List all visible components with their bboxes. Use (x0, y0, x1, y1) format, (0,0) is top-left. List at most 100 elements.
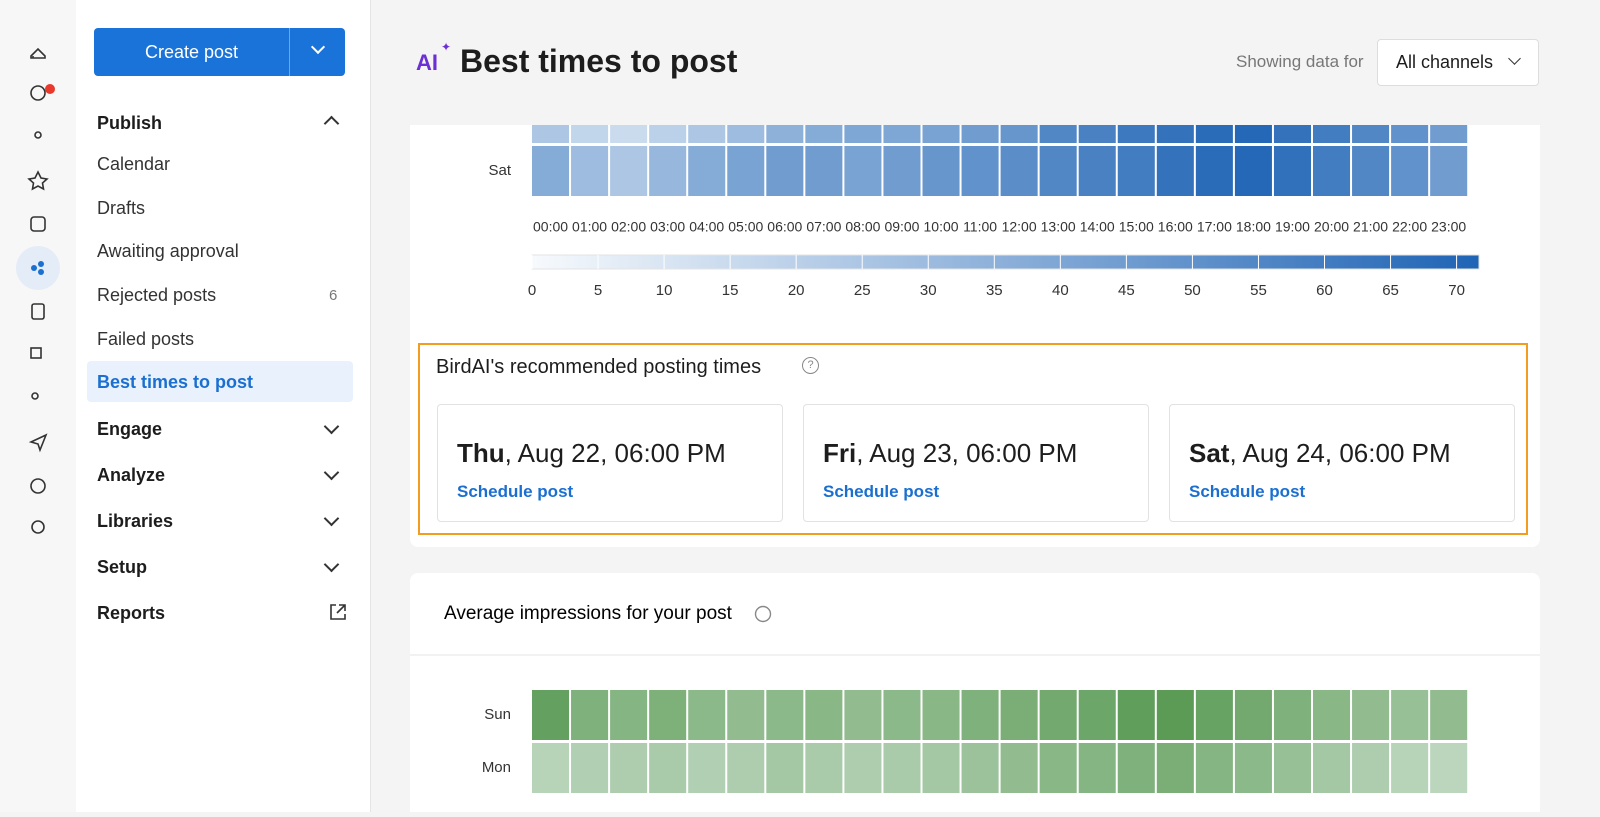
section-title[interactable]: Engage (97, 419, 163, 439)
channel-dropdown[interactable]: All channels (1377, 39, 1539, 86)
heat-cell (1078, 93, 1116, 143)
heat-cell (1195, 743, 1233, 793)
schedule-link[interactable]: Schedule post (457, 482, 574, 501)
heat-cell (805, 146, 843, 196)
heat-cell (1156, 690, 1194, 740)
time-text: Sat, Aug 24, 06:00 PM (1189, 438, 1451, 469)
expand-icon[interactable] (323, 418, 340, 435)
section-title[interactable]: Libraries (97, 511, 174, 531)
doc-icon[interactable] (31, 303, 45, 320)
section-title[interactable]: Publish (97, 113, 163, 133)
heat-cell (1430, 146, 1468, 196)
nav-item[interactable]: Awaiting approval (97, 241, 239, 261)
heat-cell (1156, 93, 1194, 143)
hour-label: 21:00 (1353, 219, 1388, 235)
expand-icon[interactable] (323, 556, 340, 573)
impressions-card: Average impressions for your post Sun Mon (410, 573, 1540, 812)
heat-cell (1313, 93, 1351, 143)
hour-label: 13:00 (1041, 219, 1076, 235)
heat-cell (649, 690, 687, 740)
sidebar: Create post Publish Calendar Drafts Awai… (76, 0, 371, 812)
heat-cell (1117, 690, 1155, 740)
dropdown-icon[interactable] (310, 39, 326, 55)
heat-cell (766, 146, 804, 196)
nav-item[interactable]: Drafts (97, 198, 146, 218)
nav-item[interactable]: Calendar (97, 154, 171, 174)
heat-cell (883, 93, 921, 143)
color-tick-label: 35 (986, 282, 1003, 299)
hour-label: 04:00 (689, 219, 724, 235)
active-icon[interactable] (31, 261, 44, 275)
chat-icon[interactable] (30, 85, 46, 101)
expand-icon[interactable] (323, 464, 340, 481)
home-icon[interactable] (30, 47, 46, 59)
heat-cell (1273, 743, 1311, 793)
color-tick-label: 40 (1052, 282, 1069, 299)
color-tick-label: 5 (594, 282, 602, 299)
schedule-link[interactable]: Schedule post (823, 482, 940, 501)
nav-item-active[interactable]: Best times to post (97, 372, 254, 392)
time-text: Thu, Aug 22, 06:00 PM (457, 438, 726, 469)
heat-cell (571, 743, 609, 793)
external-icon (330, 604, 346, 620)
heat-cell (805, 743, 843, 793)
pin-icon[interactable] (34, 131, 42, 139)
hour-label: 05:00 (728, 219, 763, 235)
heat-cell (1156, 743, 1194, 793)
heat-cell (688, 690, 726, 740)
date: , Aug 23, 06:00 PM (856, 438, 1078, 468)
heat-cell (844, 743, 882, 793)
dropdown-icon (1508, 52, 1521, 65)
heat-cell (727, 743, 765, 793)
reports-link[interactable]: Reports (97, 603, 166, 623)
heat-cell (610, 146, 648, 196)
heat-cell (961, 743, 999, 793)
heat-cell (883, 146, 921, 196)
hour-label: 07:00 (806, 219, 841, 235)
hour-label: 06:00 (767, 219, 802, 235)
heat-cell (727, 690, 765, 740)
create-post-button[interactable]: Create post (94, 28, 345, 76)
hour-label: 23:00 (1431, 219, 1466, 235)
color-tick-label: 0 (528, 282, 536, 299)
heat-cell (571, 146, 609, 196)
collapse-icon[interactable] (323, 115, 340, 132)
hour-label: 10:00 (924, 219, 959, 235)
heat-cell (1000, 743, 1038, 793)
section-title[interactable]: Analyze (97, 465, 166, 485)
clock-icon[interactable] (30, 478, 46, 494)
hour-label: 02:00 (611, 219, 646, 235)
help-icon[interactable] (754, 605, 772, 623)
heat-cell (610, 743, 648, 793)
star-icon[interactable] (27, 170, 49, 191)
help-icon[interactable]: ? (802, 357, 819, 374)
copy-icon[interactable] (30, 347, 42, 359)
heat-cell (1352, 743, 1390, 793)
color-tick-label: 50 (1184, 282, 1201, 299)
color-tick-label: 15 (722, 282, 739, 299)
hour-label: 22:00 (1392, 219, 1427, 235)
heat-cell (961, 690, 999, 740)
hour-label: 20:00 (1314, 219, 1349, 235)
apps-icon[interactable] (30, 216, 46, 232)
heat-cell (1430, 93, 1468, 143)
users-icon[interactable] (31, 392, 39, 400)
heat-cell (1156, 146, 1194, 196)
nav-item[interactable]: Failed posts (97, 329, 195, 349)
heat-cell (1273, 93, 1311, 143)
section-title[interactable]: Setup (97, 557, 148, 577)
heat-cell (688, 146, 726, 196)
expand-icon[interactable] (323, 510, 340, 527)
schedule-link[interactable]: Schedule post (1189, 482, 1306, 501)
impressions-title: Average impressions for your post (444, 603, 733, 624)
send-icon[interactable] (28, 433, 48, 453)
heat-cell (961, 146, 999, 196)
heat-cell (1430, 743, 1468, 793)
heat-cell (688, 743, 726, 793)
bulb-icon[interactable] (31, 520, 45, 534)
date: , Aug 24, 06:00 PM (1229, 438, 1451, 468)
nav-item[interactable]: Rejected posts (97, 285, 217, 305)
row-label: Mon (482, 759, 511, 776)
heat-cell (532, 743, 570, 793)
highlight-box: BirdAI's recommended posting times ? (418, 343, 1528, 535)
